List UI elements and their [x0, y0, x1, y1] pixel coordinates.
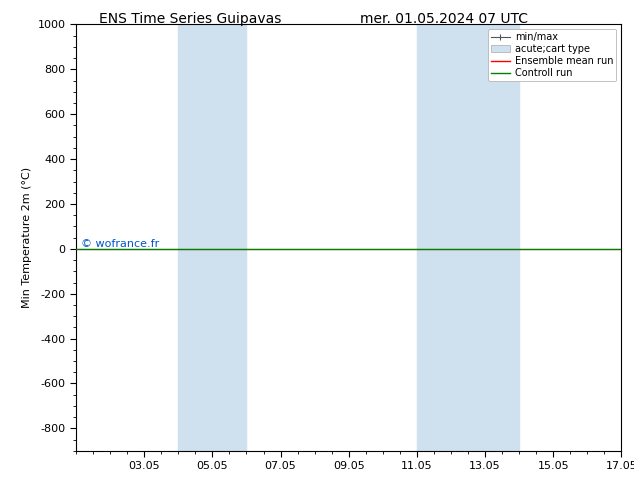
Text: © wofrance.fr: © wofrance.fr: [81, 239, 159, 249]
Text: ENS Time Series Guipavas: ENS Time Series Guipavas: [99, 12, 281, 26]
Legend: min/max, acute;cart type, Ensemble mean run, Controll run: min/max, acute;cart type, Ensemble mean …: [488, 29, 616, 81]
Bar: [417, 24, 519, 451]
Text: mer. 01.05.2024 07 UTC: mer. 01.05.2024 07 UTC: [360, 12, 527, 26]
Bar: [178, 24, 247, 451]
Y-axis label: Min Temperature 2m (°C): Min Temperature 2m (°C): [22, 167, 32, 308]
